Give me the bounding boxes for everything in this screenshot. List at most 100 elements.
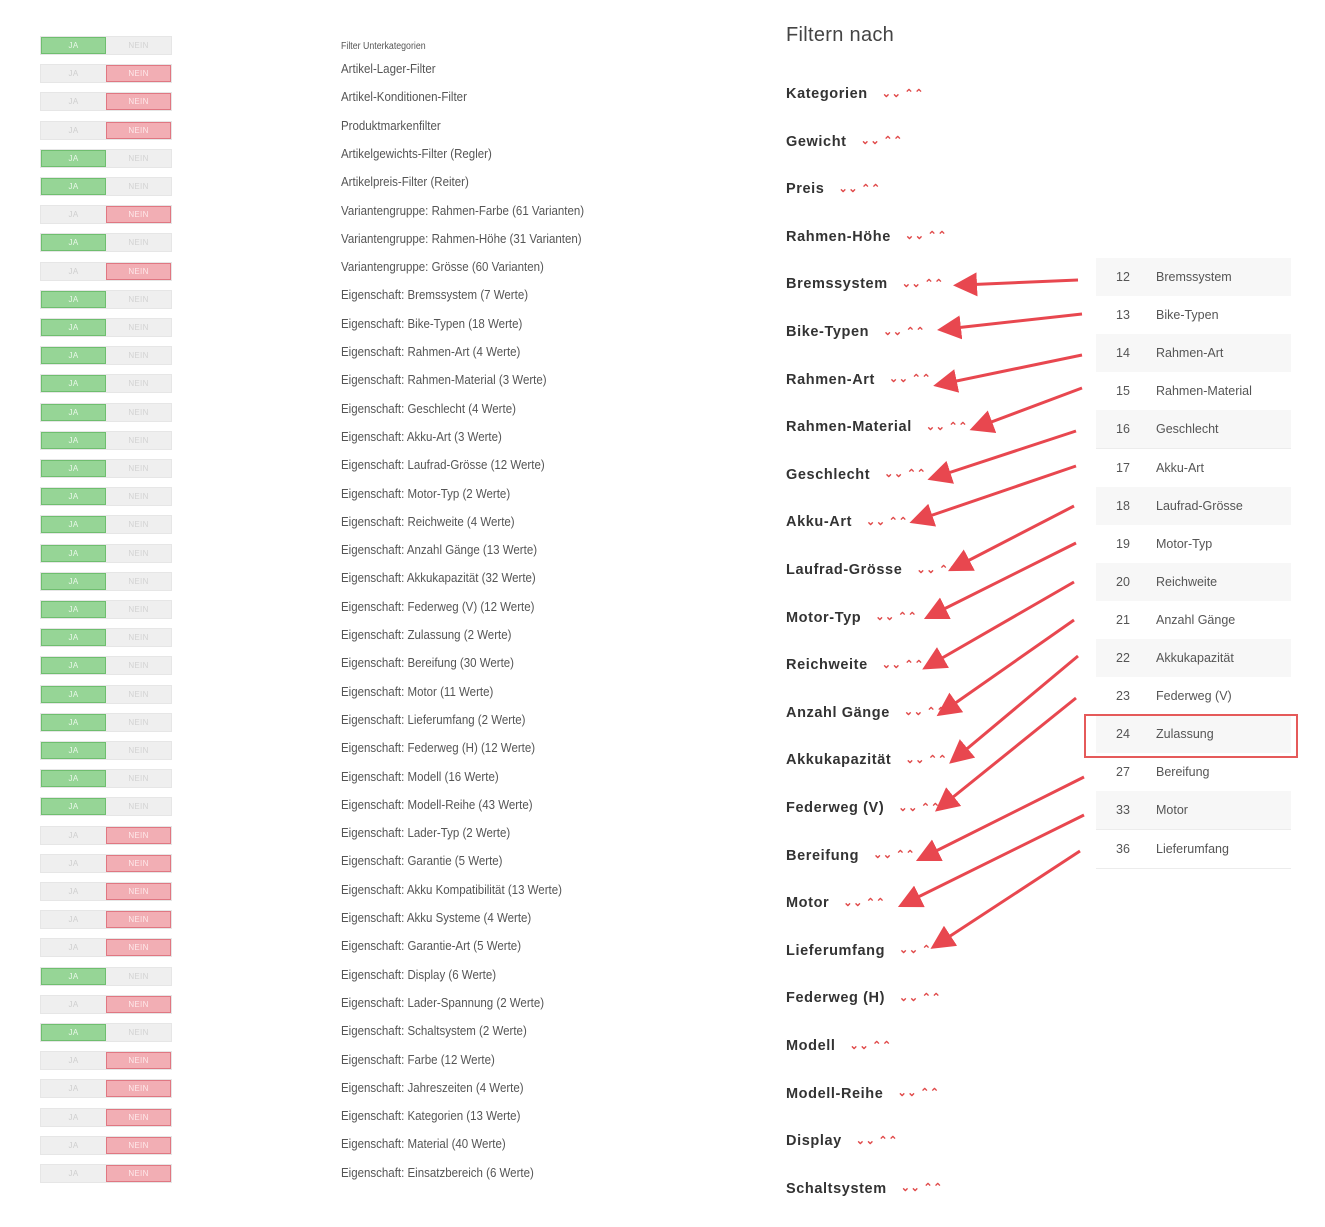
yes-no-toggle[interactable]: JA NEIN xyxy=(40,318,172,337)
move-down-icon[interactable]: ⌄⌄ xyxy=(866,515,886,528)
move-down-icon[interactable]: ⌄⌄ xyxy=(881,87,902,100)
toggle-no-option[interactable]: NEIN xyxy=(106,178,171,195)
filter-panel-item[interactable]: Rahmen-Art ⌄⌄ ⌃⌃ xyxy=(786,372,931,388)
move-up-icon[interactable]: ⌃⌃ xyxy=(904,658,925,671)
toggle-yes-option[interactable]: JA xyxy=(41,488,107,506)
move-up-icon[interactable]: ⌃⌃ xyxy=(905,325,926,338)
filter-panel-item[interactable]: Display ⌄⌄ ⌃⌃ xyxy=(786,1133,898,1149)
toggle-yes-option[interactable]: JA xyxy=(41,149,107,167)
move-down-icon[interactable]: ⌄⌄ xyxy=(904,230,925,243)
toggle-no-option[interactable]: NEIN xyxy=(106,37,171,54)
toggle-yes-option[interactable]: JA xyxy=(41,629,107,647)
move-down-icon[interactable]: ⌄⌄ xyxy=(903,706,924,719)
filter-panel-item[interactable]: Lieferumfang ⌄⌄ ⌃⌃ xyxy=(786,943,941,959)
yes-no-toggle[interactable]: JA NEIN xyxy=(40,1023,172,1042)
move-down-icon[interactable]: ⌄⌄ xyxy=(873,849,893,862)
toggle-no-option[interactable]: NEIN xyxy=(106,234,171,252)
filter-panel-item[interactable]: Akkukapazität ⌄⌄ ⌃⌃ xyxy=(786,752,948,768)
yes-no-toggle[interactable]: JA NEIN xyxy=(40,1135,172,1155)
yes-no-toggle[interactable]: JA NEIN xyxy=(40,853,172,873)
filter-panel-item[interactable]: Bike-Typen ⌄⌄ ⌃⌃ xyxy=(786,324,925,340)
toggle-yes-option[interactable]: JA xyxy=(41,572,107,590)
filter-panel-item[interactable]: Preis ⌄⌄ ⌃⌃ xyxy=(786,181,881,197)
toggle-yes-option[interactable]: JA xyxy=(41,742,107,759)
toggle-yes-option[interactable]: JA xyxy=(41,1165,106,1182)
move-down-icon[interactable]: ⌄⌄ xyxy=(838,182,859,195)
yes-no-toggle[interactable]: JA NEIN xyxy=(40,1164,172,1183)
yes-no-toggle[interactable]: JA NEIN xyxy=(40,177,172,196)
move-up-icon[interactable]: ⌃⌃ xyxy=(904,87,925,100)
toggle-yes-option[interactable]: JA xyxy=(41,262,106,280)
move-down-icon[interactable]: ⌄⌄ xyxy=(875,611,895,624)
yes-no-toggle[interactable]: JA NEIN xyxy=(40,825,172,845)
yes-no-toggle[interactable]: JA NEIN xyxy=(40,966,172,986)
toggle-no-option[interactable]: NEIN xyxy=(105,1080,171,1098)
filter-panel-item[interactable]: Geschlecht ⌄⌄ ⌃⌃ xyxy=(786,467,926,483)
yes-no-toggle[interactable]: JA NEIN xyxy=(40,994,172,1014)
filter-panel-item[interactable]: Rahmen-Höhe ⌄⌄ ⌃⌃ xyxy=(786,229,947,245)
toggle-yes-option[interactable]: JA xyxy=(41,939,106,957)
toggle-no-option[interactable]: NEIN xyxy=(105,121,171,139)
move-up-icon[interactable]: ⌃⌃ xyxy=(888,515,909,528)
toggle-yes-option[interactable]: JA xyxy=(41,121,106,139)
yes-no-toggle[interactable]: JA NEIN xyxy=(40,656,172,676)
move-up-icon[interactable]: ⌃⌃ xyxy=(948,420,969,433)
move-down-icon[interactable]: ⌄⌄ xyxy=(899,991,919,1004)
filter-panel-item[interactable]: Gewicht ⌄⌄ ⌃⌃ xyxy=(786,134,903,150)
move-up-icon[interactable]: ⌃⌃ xyxy=(921,944,942,957)
toggle-yes-option[interactable]: JA xyxy=(41,854,106,872)
yes-no-toggle[interactable]: JA NEIN xyxy=(40,938,172,958)
toggle-no-option[interactable]: NEIN xyxy=(105,65,171,83)
move-up-icon[interactable]: ⌃⌃ xyxy=(927,230,948,243)
move-down-icon[interactable]: ⌄⌄ xyxy=(884,468,904,481)
toggle-no-option[interactable]: NEIN xyxy=(106,713,171,731)
toggle-no-option[interactable]: NEIN xyxy=(106,572,171,590)
toggle-yes-option[interactable]: JA xyxy=(41,206,106,224)
move-down-icon[interactable]: ⌄⌄ xyxy=(901,277,922,290)
yes-no-toggle[interactable]: JA NEIN xyxy=(40,459,172,478)
filter-panel-item[interactable]: Bereifung ⌄⌄ ⌃⌃ xyxy=(786,848,915,864)
toggle-yes-option[interactable]: JA xyxy=(41,319,107,336)
toggle-no-option[interactable]: NEIN xyxy=(105,1108,171,1126)
toggle-yes-option[interactable]: JA xyxy=(41,234,107,252)
move-up-icon[interactable]: ⌃⌃ xyxy=(920,801,941,814)
filter-panel-item[interactable]: Reichweite ⌄⌄ ⌃⌃ xyxy=(786,657,924,673)
filter-panel-item[interactable]: Federweg (V) ⌄⌄ ⌃⌃ xyxy=(786,800,941,816)
filter-panel-item[interactable]: Schaltsystem ⌄⌄ ⌃⌃ xyxy=(786,1181,943,1197)
move-up-icon[interactable]: ⌃⌃ xyxy=(927,753,948,766)
move-down-icon[interactable]: ⌄⌄ xyxy=(905,753,925,766)
yes-no-toggle[interactable]: JA NEIN xyxy=(40,36,172,55)
yes-no-toggle[interactable]: JA NEIN xyxy=(40,628,172,648)
toggle-yes-option[interactable]: JA xyxy=(41,713,107,731)
yes-no-toggle[interactable]: JA NEIN xyxy=(40,910,172,930)
toggle-no-option[interactable]: NEIN xyxy=(106,601,171,618)
toggle-yes-option[interactable]: JA xyxy=(41,685,107,703)
filter-panel-item[interactable]: Kategorien ⌄⌄ ⌃⌃ xyxy=(786,86,924,102)
toggle-no-option[interactable]: NEIN xyxy=(106,629,171,647)
move-up-icon[interactable]: ⌃⌃ xyxy=(906,468,927,481)
toggle-yes-option[interactable]: JA xyxy=(41,516,107,534)
toggle-yes-option[interactable]: JA xyxy=(41,883,106,900)
move-up-icon[interactable]: ⌃⌃ xyxy=(939,563,959,576)
toggle-no-option[interactable]: NEIN xyxy=(106,516,171,534)
toggle-yes-option[interactable]: JA xyxy=(41,1080,106,1098)
toggle-no-option[interactable]: NEIN xyxy=(106,375,171,393)
toggle-yes-option[interactable]: JA xyxy=(41,290,107,308)
yes-no-toggle[interactable]: JA NEIN xyxy=(40,1107,172,1127)
yes-no-toggle[interactable]: JA NEIN xyxy=(40,882,172,901)
toggle-yes-option[interactable]: JA xyxy=(41,995,106,1013)
yes-no-toggle[interactable]: JA NEIN xyxy=(40,571,172,591)
toggle-no-option[interactable]: NEIN xyxy=(106,290,171,308)
move-up-icon[interactable]: ⌃⌃ xyxy=(924,277,944,290)
toggle-yes-option[interactable]: JA xyxy=(41,403,107,421)
move-up-icon[interactable]: ⌃⌃ xyxy=(920,1087,940,1100)
filter-panel-item[interactable]: Laufrad-Grösse ⌄⌄ ⌃⌃ xyxy=(786,562,959,578)
filter-panel-item[interactable]: Motor-Typ ⌄⌄ ⌃⌃ xyxy=(786,610,917,626)
toggle-no-option[interactable]: NEIN xyxy=(106,403,171,421)
yes-no-toggle[interactable]: JA NEIN xyxy=(40,797,172,817)
toggle-yes-option[interactable]: JA xyxy=(41,375,107,393)
toggle-yes-option[interactable]: JA xyxy=(41,347,107,365)
move-up-icon[interactable]: ⌃⌃ xyxy=(872,1039,892,1052)
yes-no-toggle[interactable]: JA NEIN xyxy=(40,148,172,168)
move-up-icon[interactable]: ⌃⌃ xyxy=(926,706,947,719)
